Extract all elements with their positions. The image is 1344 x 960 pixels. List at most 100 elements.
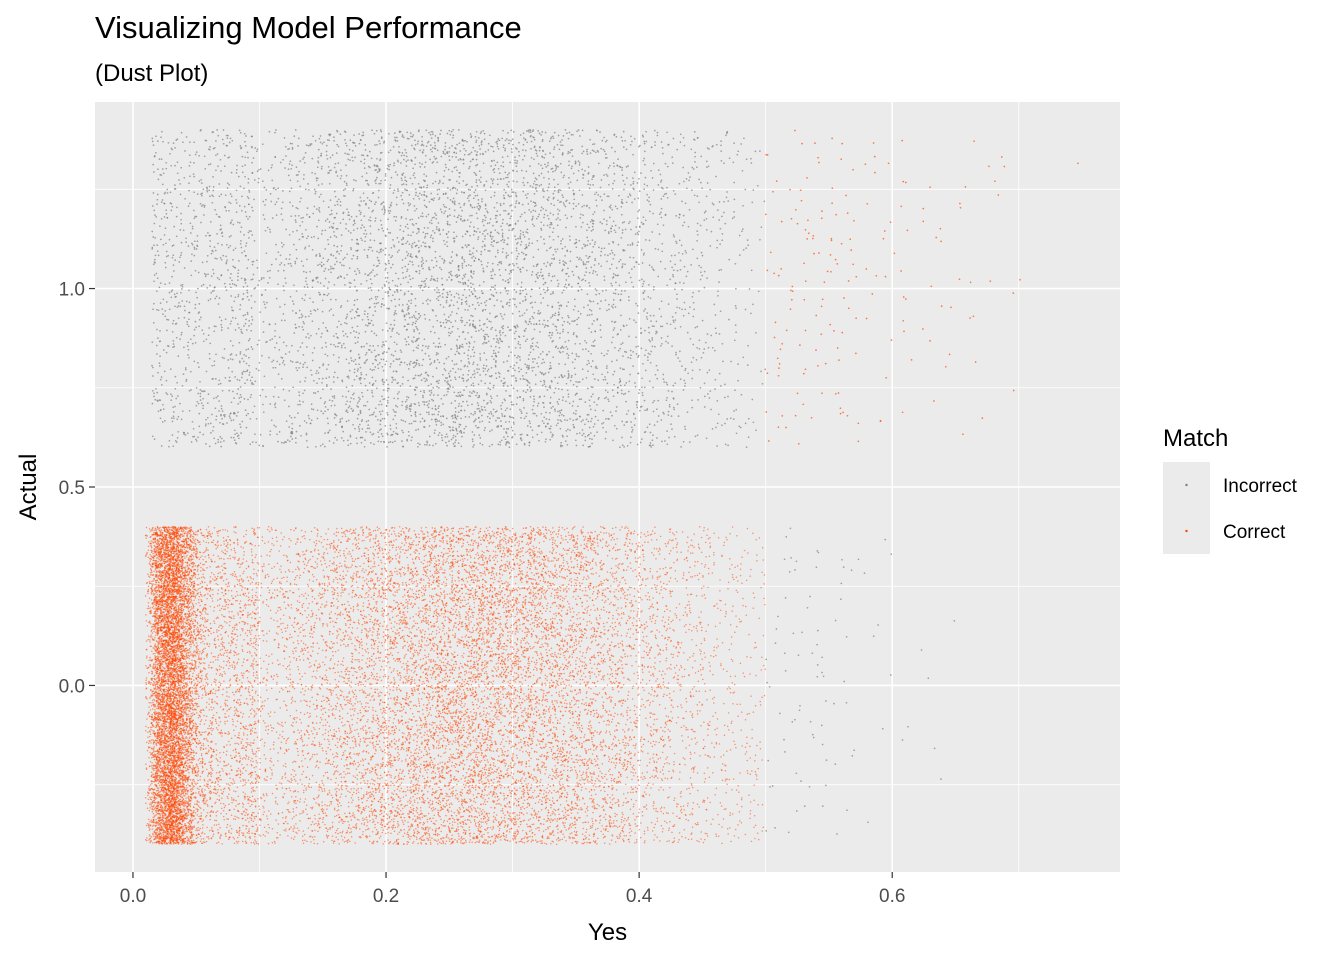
data-point <box>692 315 695 318</box>
data-point <box>694 326 697 329</box>
data-point <box>649 314 652 317</box>
data-point <box>159 340 161 342</box>
data-point <box>153 155 156 157</box>
data-point <box>735 307 737 310</box>
data-point <box>645 140 648 143</box>
data-point <box>213 364 216 367</box>
data-point <box>250 307 253 309</box>
data-point <box>448 155 450 158</box>
data-point <box>306 258 308 261</box>
data-point <box>544 385 547 388</box>
data-point <box>332 222 335 225</box>
data-point <box>177 430 180 433</box>
data-point <box>425 411 428 414</box>
data-point <box>492 294 495 297</box>
data-point <box>222 423 225 425</box>
data-point <box>387 396 390 399</box>
data-point <box>280 262 283 264</box>
data-point <box>552 227 555 230</box>
data-point <box>238 327 240 329</box>
data-point <box>330 213 333 215</box>
data-point <box>374 380 377 382</box>
data-point <box>455 156 457 158</box>
data-point <box>465 385 468 388</box>
data-point <box>670 415 673 417</box>
data-point <box>336 175 339 177</box>
data-point <box>572 400 575 403</box>
data-point <box>395 272 397 275</box>
data-point <box>691 166 694 169</box>
data-point <box>192 173 195 175</box>
data-point <box>446 236 449 239</box>
data-point <box>209 195 211 198</box>
data-point <box>535 190 538 192</box>
data-point <box>210 252 213 255</box>
data-point <box>566 435 568 438</box>
data-point <box>351 156 354 159</box>
data-point <box>377 301 379 304</box>
data-point <box>437 295 440 298</box>
data-point <box>293 332 296 334</box>
data-point <box>371 369 374 372</box>
data-point <box>430 362 433 364</box>
data-point <box>352 159 354 162</box>
data-point <box>493 159 495 162</box>
data-point <box>473 370 476 372</box>
data-point <box>465 380 468 382</box>
data-point <box>379 182 382 185</box>
data-point <box>232 412 235 415</box>
data-point <box>172 254 175 257</box>
data-point <box>191 253 193 256</box>
data-point <box>269 269 271 272</box>
data-point <box>275 342 278 344</box>
data-point <box>283 289 285 292</box>
data-point <box>611 208 614 211</box>
data-point <box>363 445 366 448</box>
data-point <box>186 321 188 323</box>
data-point <box>460 409 463 412</box>
data-point <box>592 425 595 428</box>
data-point <box>329 236 332 238</box>
data-point <box>202 390 205 393</box>
data-point <box>459 429 462 432</box>
data-point <box>368 306 371 309</box>
data-point <box>519 271 522 273</box>
data-point <box>183 267 186 269</box>
data-point <box>418 228 420 231</box>
data-point <box>532 182 535 185</box>
data-point <box>352 423 354 426</box>
data-point <box>467 354 469 357</box>
data-point <box>500 262 503 265</box>
data-point <box>179 402 181 405</box>
data-point <box>381 417 384 420</box>
data-point <box>400 177 403 180</box>
data-point <box>349 332 352 334</box>
data-point <box>220 319 223 322</box>
data-point <box>597 379 600 381</box>
data-point <box>464 301 467 303</box>
data-point <box>175 336 178 339</box>
data-point <box>426 373 429 376</box>
data-point <box>718 201 721 203</box>
data-point <box>283 319 286 322</box>
data-point <box>377 363 379 366</box>
data-point <box>307 188 310 191</box>
data-point <box>230 295 233 297</box>
data-point <box>598 292 601 295</box>
data-point <box>682 440 685 443</box>
data-point <box>497 339 500 342</box>
data-point <box>750 157 752 160</box>
data-point <box>606 391 609 394</box>
data-point <box>506 360 509 362</box>
data-point <box>237 295 240 298</box>
data-point <box>247 339 250 342</box>
data-point <box>430 198 433 201</box>
data-point <box>313 205 316 208</box>
data-point <box>432 160 435 163</box>
data-point <box>599 329 602 331</box>
data-point <box>439 133 441 135</box>
data-point <box>621 166 624 169</box>
data-point <box>183 305 186 308</box>
data-point <box>530 140 533 143</box>
data-point <box>627 196 629 198</box>
